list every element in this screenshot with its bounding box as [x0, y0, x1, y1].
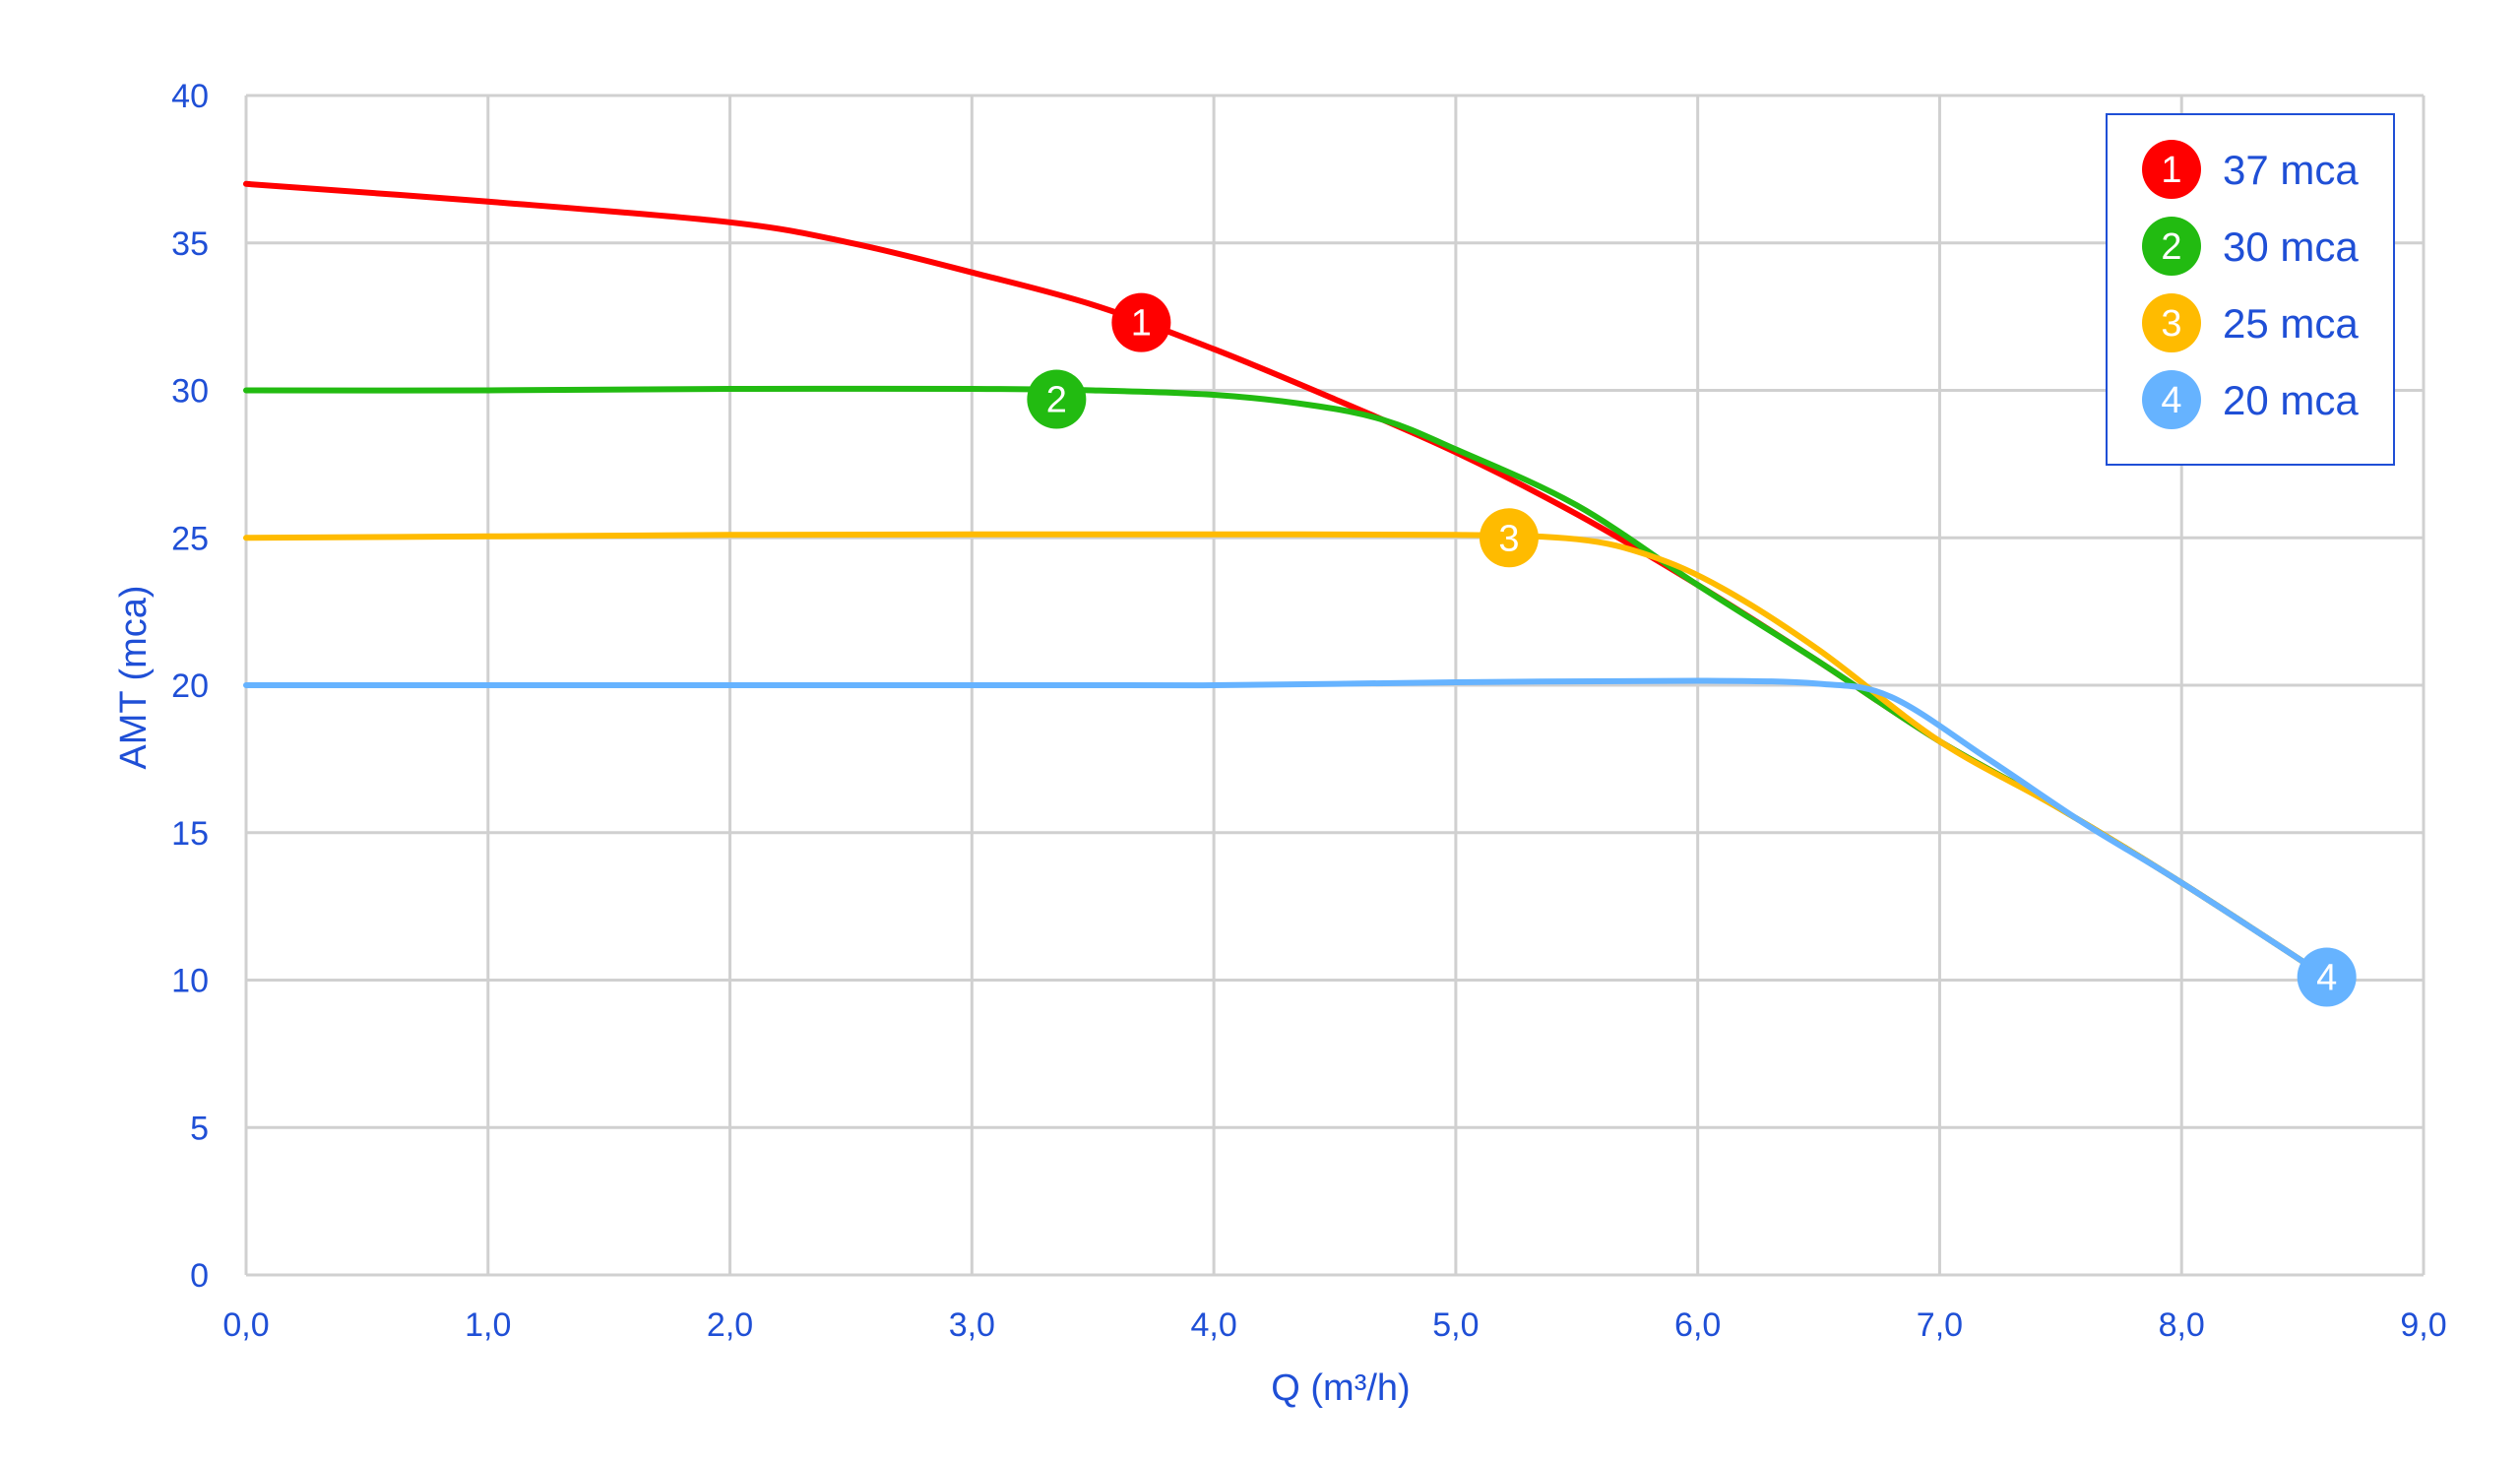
series-lines [243, 180, 2330, 981]
y-tick-label: 20 [171, 667, 209, 705]
x-tick-label: 4,0 [1190, 1306, 1236, 1344]
series-marker-2: 2 [1027, 369, 1087, 429]
x-tick-label: 3,0 [949, 1306, 995, 1344]
legend-label: 25 mca [2223, 300, 2359, 347]
legend-label: 30 mca [2223, 223, 2359, 270]
y-axis-ticks: 0 5 10 15 20 25 30 35 40 [171, 78, 209, 1295]
marker-label: 4 [2316, 958, 2337, 999]
marker-label: 3 [1498, 518, 1519, 559]
marker-circle [1111, 292, 1171, 352]
y-tick-label: 25 [171, 520, 209, 557]
x-tick-label: 8,0 [2159, 1306, 2205, 1344]
legend-marker [2142, 140, 2201, 199]
series-line-4 [243, 677, 2330, 981]
legend-marker-label: 4 [2161, 380, 2181, 421]
x-tick-label: 9,0 [2400, 1306, 2446, 1344]
series-line-3 [243, 531, 2330, 981]
x-axis-title: Q (m³/h) [1271, 1367, 1410, 1409]
series-marker-4: 4 [2297, 947, 2357, 1007]
series-marker-3: 3 [1479, 508, 1539, 568]
marker-label: 2 [1046, 379, 1067, 420]
marker-circle [1479, 508, 1539, 568]
x-tick-label: 0,0 [222, 1306, 269, 1344]
legend-item-4: 4 20 mca [2142, 370, 2359, 429]
legend-item-3: 3 25 mca [2142, 293, 2359, 352]
marker-circle [2297, 947, 2357, 1007]
marker-label: 1 [1131, 303, 1152, 345]
legend-marker [2142, 370, 2201, 429]
x-tick-label: 6,0 [1674, 1306, 1721, 1344]
y-tick-label: 5 [190, 1110, 209, 1147]
legend-marker [2142, 293, 2201, 352]
y-tick-label: 40 [171, 78, 209, 115]
y-tick-label: 15 [171, 815, 209, 853]
legend: 1 37 mca 2 30 mca 3 25 mca 4 20 mca [2106, 113, 2395, 466]
y-tick-label: 10 [171, 963, 209, 1000]
y-tick-label: 30 [171, 373, 209, 411]
legend-item-2: 2 30 mca [2142, 217, 2359, 276]
legend-label: 20 mca [2223, 377, 2359, 423]
y-axis-title: AMT (mca) [113, 585, 155, 769]
series-markers: 1 2 3 4 [1027, 292, 2357, 1007]
legend-marker-label: 2 [2161, 226, 2181, 268]
series-line-1 [243, 180, 2330, 981]
legend-item-1: 1 37 mca [2142, 140, 2359, 199]
x-tick-label: 5,0 [1432, 1306, 1479, 1344]
x-tick-label: 2,0 [707, 1306, 753, 1344]
legend-label: 37 mca [2223, 147, 2359, 193]
legend-marker-label: 3 [2161, 303, 2181, 345]
y-tick-label: 35 [171, 225, 209, 263]
x-axis-ticks: 0,0 1,0 2,0 3,0 4,0 5,0 6,0 7,0 8,0 9,0 [222, 1306, 2446, 1344]
legend-marker [2142, 217, 2201, 276]
x-tick-label: 1,0 [465, 1306, 511, 1344]
marker-circle [1027, 369, 1087, 429]
x-tick-label: 7,0 [1917, 1306, 1963, 1344]
series-marker-1: 1 [1111, 292, 1171, 352]
legend-marker-label: 1 [2161, 150, 2181, 191]
y-tick-label: 0 [190, 1257, 209, 1295]
